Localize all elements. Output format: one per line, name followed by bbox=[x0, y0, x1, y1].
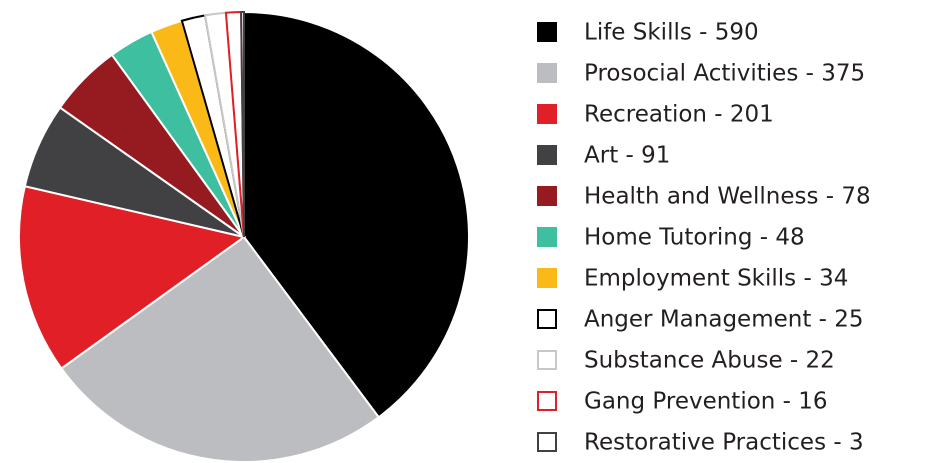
legend-swatch bbox=[537, 227, 557, 247]
legend-label: Health and Wellness - 78 bbox=[584, 184, 871, 210]
legend-label: Recreation - 201 bbox=[584, 102, 774, 128]
legend-swatch bbox=[537, 104, 557, 124]
legend-swatch bbox=[537, 145, 557, 165]
legend-swatch bbox=[537, 22, 557, 42]
legend-swatch bbox=[537, 63, 557, 83]
legend-label: Prosocial Activities - 375 bbox=[584, 61, 865, 87]
legend-label: Home Tutoring - 48 bbox=[584, 225, 805, 251]
legend-label: Gang Prevention - 16 bbox=[584, 389, 828, 415]
legend-swatch bbox=[537, 186, 557, 206]
legend-label: Employment Skills - 34 bbox=[584, 266, 848, 292]
legend-label: Life Skills - 590 bbox=[584, 20, 759, 46]
pie-slice bbox=[59, 235, 381, 463]
legend-label: Substance Abuse - 22 bbox=[584, 348, 835, 374]
legend-swatch bbox=[537, 268, 557, 288]
pie-slice bbox=[243, 10, 470, 419]
legend-swatch bbox=[537, 350, 557, 370]
legend-label: Anger Management - 25 bbox=[584, 307, 864, 333]
legend-label: Art - 91 bbox=[584, 143, 670, 169]
legend-swatch bbox=[537, 309, 557, 329]
legend-swatch bbox=[537, 391, 557, 411]
pie-slice bbox=[240, 10, 245, 238]
pie-slice bbox=[18, 185, 247, 370]
legend-label: Restorative Practices - 3 bbox=[584, 430, 864, 456]
legend-swatch bbox=[537, 432, 557, 452]
